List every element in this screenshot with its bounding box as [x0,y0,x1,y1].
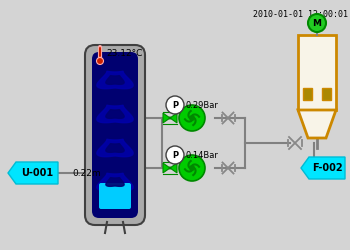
Text: F-002: F-002 [312,163,342,173]
Polygon shape [97,105,133,123]
Text: 0.22m: 0.22m [72,170,101,178]
FancyBboxPatch shape [322,88,331,100]
FancyBboxPatch shape [85,45,145,225]
Circle shape [97,58,104,64]
Polygon shape [170,163,177,173]
FancyBboxPatch shape [92,52,138,218]
Text: 23.12°C: 23.12°C [106,50,142,58]
FancyBboxPatch shape [303,88,312,100]
Polygon shape [8,162,58,184]
Circle shape [189,115,195,121]
Polygon shape [106,178,124,186]
Circle shape [179,105,205,131]
Circle shape [166,146,184,164]
Text: U-001: U-001 [21,168,53,178]
Text: M: M [313,19,322,28]
Text: 2010-01-01 12:00:01: 2010-01-01 12:00:01 [253,10,348,19]
Polygon shape [298,110,336,138]
Circle shape [179,155,205,181]
Polygon shape [163,113,170,123]
FancyBboxPatch shape [99,183,131,209]
FancyBboxPatch shape [298,35,336,110]
Circle shape [166,96,184,114]
Text: 0.29Bar: 0.29Bar [186,100,219,110]
Polygon shape [106,110,124,118]
Polygon shape [97,71,133,89]
Polygon shape [97,173,133,191]
Polygon shape [170,113,177,123]
Text: P: P [172,151,178,160]
Text: P: P [172,101,178,110]
Circle shape [168,116,172,119]
Polygon shape [301,157,345,179]
Circle shape [308,14,326,32]
Polygon shape [106,144,124,152]
Polygon shape [163,163,170,173]
Text: 0.14Bar: 0.14Bar [186,150,219,160]
Circle shape [189,165,195,171]
Polygon shape [106,76,124,84]
Polygon shape [97,139,133,157]
Circle shape [168,166,172,170]
